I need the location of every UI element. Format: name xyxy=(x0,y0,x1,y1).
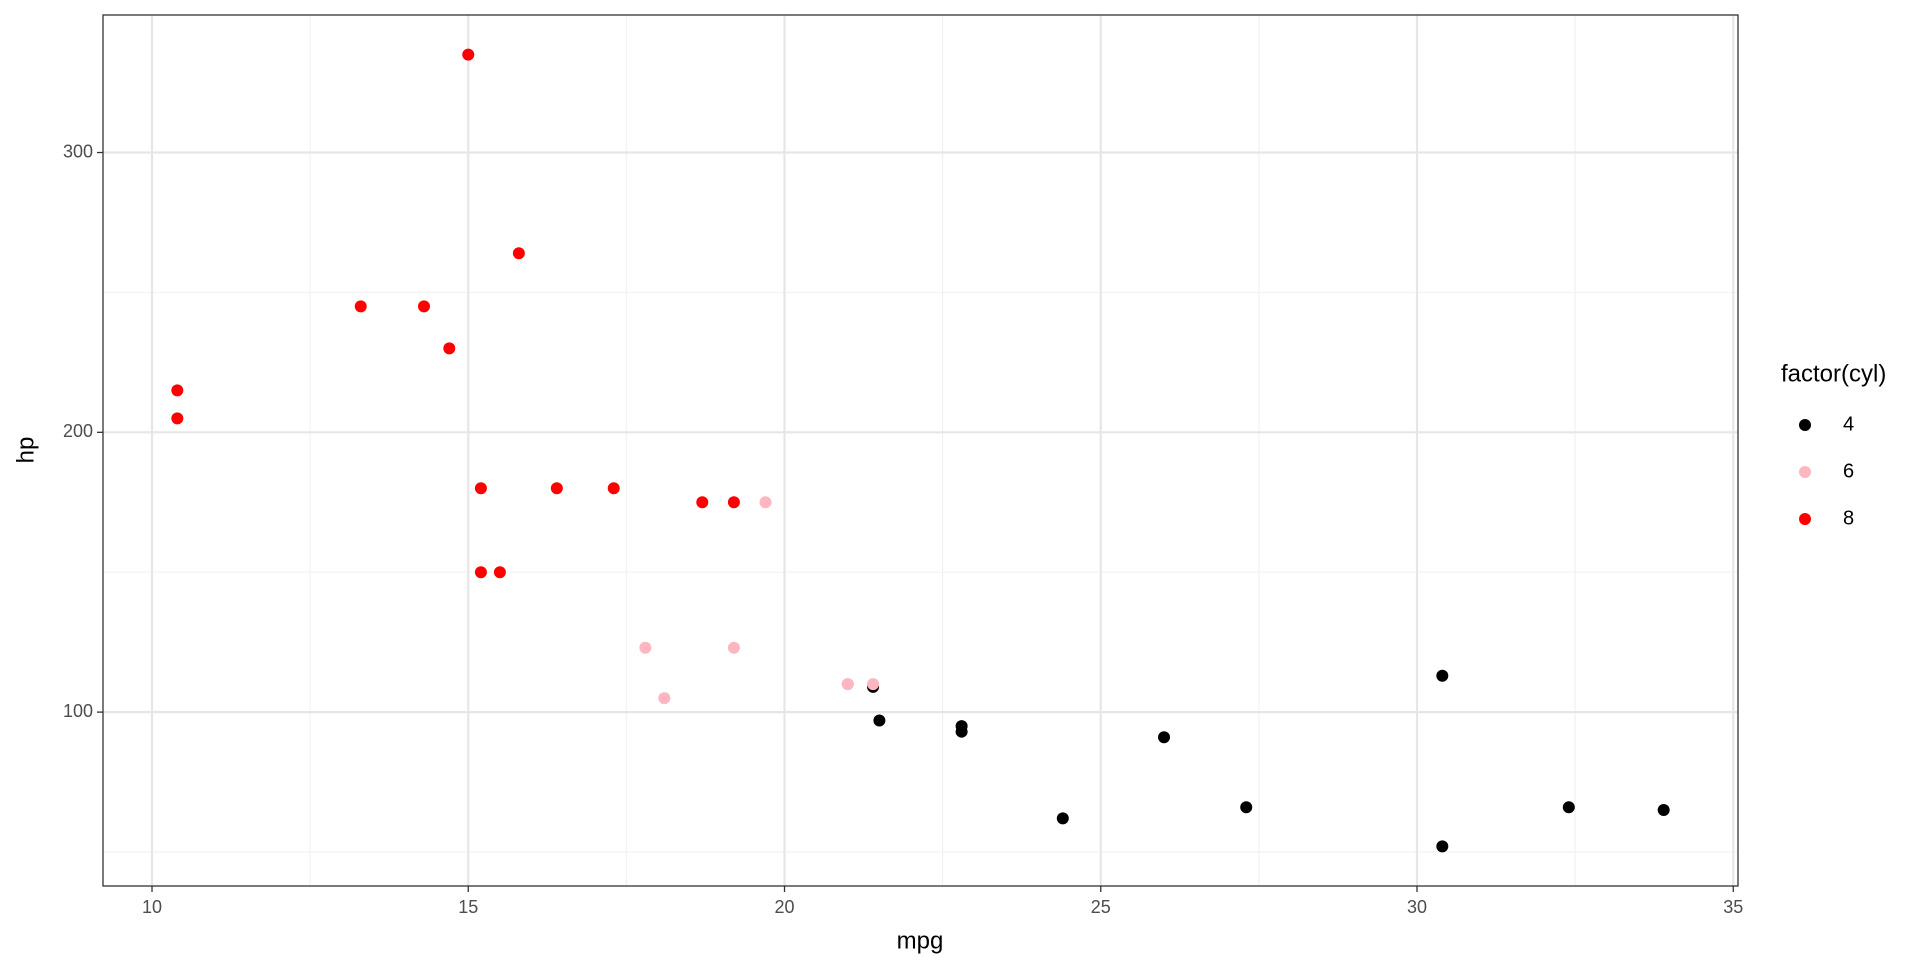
x-tick-label: 10 xyxy=(142,897,162,917)
y-axis-title: hp xyxy=(12,437,39,464)
point xyxy=(1436,669,1449,682)
point xyxy=(1562,801,1575,814)
panel-border xyxy=(102,14,1739,887)
x-axis-title: mpg xyxy=(897,927,944,954)
legend-key xyxy=(1799,513,1811,525)
point xyxy=(417,300,430,313)
point xyxy=(867,678,880,691)
point xyxy=(1657,804,1670,817)
point xyxy=(443,342,456,355)
point xyxy=(696,496,709,509)
point xyxy=(1240,801,1253,814)
x-tick-label: 20 xyxy=(774,897,794,917)
point xyxy=(550,482,563,495)
point xyxy=(955,720,968,733)
point xyxy=(512,247,525,260)
legend-key xyxy=(1799,419,1811,431)
point xyxy=(841,678,854,691)
panel xyxy=(103,15,1738,886)
point xyxy=(354,300,367,313)
legend-label: 4 xyxy=(1843,413,1854,435)
point xyxy=(1158,731,1171,744)
legend-label: 6 xyxy=(1843,460,1854,482)
legend-key xyxy=(1799,466,1811,478)
x-tick-label: 35 xyxy=(1723,897,1743,917)
x-tick-label: 30 xyxy=(1407,897,1427,917)
point xyxy=(1436,840,1449,853)
point xyxy=(607,482,620,495)
point xyxy=(727,641,740,654)
point xyxy=(759,496,772,509)
point xyxy=(658,692,671,705)
x-tick-label: 25 xyxy=(1091,897,1111,917)
legend-label: 8 xyxy=(1843,507,1854,529)
point xyxy=(474,566,487,579)
point xyxy=(1056,812,1069,825)
point xyxy=(639,641,652,654)
y-tick-label: 100 xyxy=(63,701,93,721)
y-tick-label: 300 xyxy=(63,141,93,161)
point xyxy=(727,496,740,509)
point xyxy=(171,412,184,425)
point xyxy=(493,566,506,579)
point xyxy=(462,48,475,61)
point xyxy=(873,714,886,727)
point xyxy=(474,482,487,495)
y-tick-label: 200 xyxy=(63,421,93,441)
legend-title: factor(cyl) xyxy=(1781,360,1886,387)
x-tick-label: 15 xyxy=(458,897,478,917)
point xyxy=(171,384,184,397)
